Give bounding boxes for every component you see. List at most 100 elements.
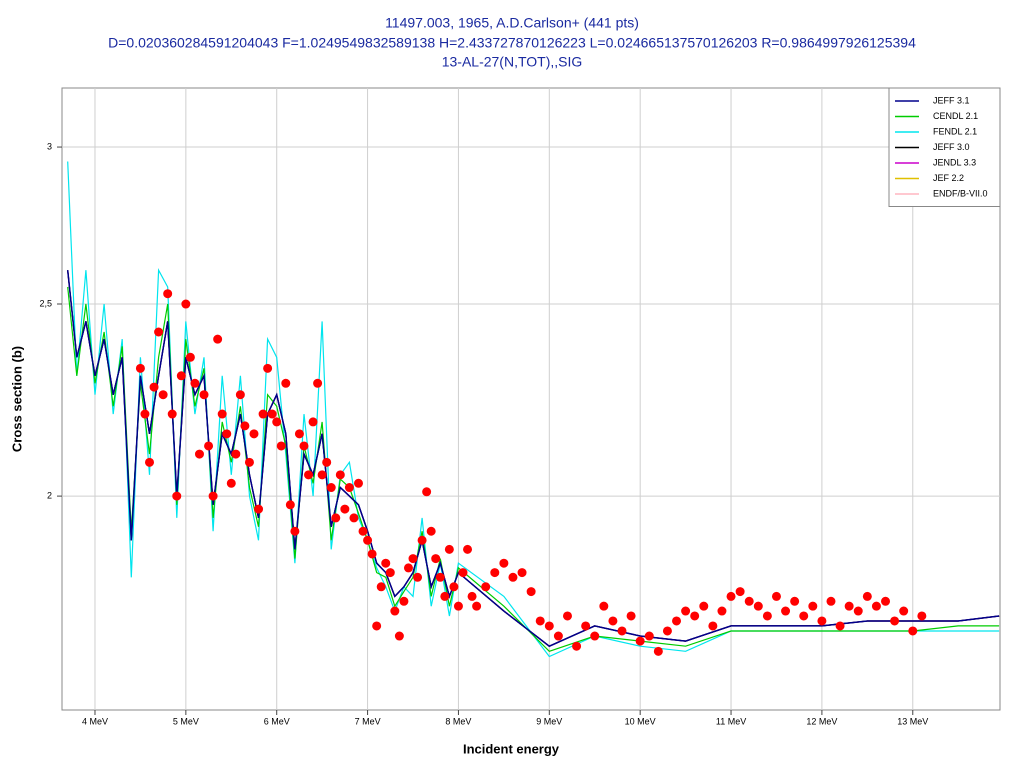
- chart-subtitle: D=0.020360284591204043 F=1.0249549832589…: [108, 35, 916, 51]
- x-tick-label: 13 MeV: [897, 716, 928, 726]
- data-point: [313, 378, 323, 388]
- data-point: [244, 457, 254, 467]
- data-point: [890, 616, 900, 626]
- data-point: [213, 334, 223, 344]
- plot-area: [61, 87, 1001, 711]
- data-point: [453, 601, 463, 611]
- data-point: [222, 429, 232, 439]
- data-point: [254, 504, 264, 514]
- data-point: [871, 601, 881, 611]
- data-point: [417, 535, 427, 545]
- data-point: [481, 582, 491, 592]
- data-point: [267, 409, 277, 419]
- x-axis-label: Incident energy: [463, 741, 560, 756]
- data-point: [590, 631, 600, 641]
- data-point: [217, 409, 227, 419]
- data-point: [367, 549, 377, 559]
- data-point: [145, 457, 155, 467]
- data-point: [708, 621, 718, 631]
- data-point: [431, 554, 441, 564]
- data-point: [544, 621, 554, 631]
- x-tick-label: 6 MeV: [264, 716, 290, 726]
- data-point: [299, 441, 309, 451]
- data-point: [317, 470, 327, 480]
- data-point: [172, 491, 182, 501]
- data-point: [199, 390, 209, 400]
- data-point: [135, 363, 145, 373]
- data-point: [744, 596, 754, 606]
- y-tick-label: 2: [47, 490, 52, 500]
- x-tick-label: 11 MeV: [716, 716, 746, 726]
- x-tick-label: 7 MeV: [355, 716, 381, 726]
- data-point: [435, 572, 445, 582]
- data-point: [349, 513, 359, 523]
- data-point: [644, 631, 654, 641]
- data-point: [808, 601, 818, 611]
- data-point: [426, 526, 436, 536]
- data-point: [208, 491, 218, 501]
- data-point: [781, 606, 791, 616]
- data-point: [508, 572, 518, 582]
- data-point: [240, 421, 250, 431]
- data-point: [662, 626, 672, 636]
- legend-label: JENDL 3.3: [933, 157, 976, 167]
- data-point: [599, 601, 609, 611]
- data-point: [881, 596, 891, 606]
- data-point: [790, 596, 800, 606]
- data-point: [385, 568, 395, 578]
- data-point: [717, 606, 727, 616]
- data-point: [553, 631, 563, 641]
- data-point: [263, 363, 273, 373]
- data-point: [344, 483, 354, 493]
- data-point: [835, 621, 845, 631]
- data-point: [163, 289, 173, 299]
- data-point: [572, 641, 582, 651]
- data-point: [490, 568, 500, 578]
- data-point: [381, 558, 391, 568]
- data-point: [204, 441, 214, 451]
- y-tick-label: 2,5: [39, 298, 52, 308]
- data-point: [376, 582, 386, 592]
- data-point: [458, 568, 468, 578]
- data-point: [699, 601, 709, 611]
- data-point: [363, 535, 373, 545]
- data-point: [322, 457, 332, 467]
- data-point: [771, 591, 781, 601]
- data-point: [562, 611, 572, 621]
- data-point: [626, 611, 636, 621]
- data-point: [358, 526, 368, 536]
- data-point: [690, 611, 700, 621]
- data-point: [290, 526, 300, 536]
- legend-label: JEFF 3.0: [933, 142, 970, 152]
- data-point: [372, 621, 382, 631]
- data-point: [181, 299, 191, 309]
- data-point: [535, 616, 545, 626]
- data-point: [444, 544, 454, 554]
- x-tick-label: 10 MeV: [625, 716, 656, 726]
- chart-title: 11497.003, 1965, A.D.Carlson+ (441 pts): [385, 15, 639, 31]
- data-point: [281, 378, 291, 388]
- data-point: [154, 327, 164, 337]
- data-point: [190, 378, 200, 388]
- legend-label: JEFF 3.1: [933, 95, 970, 105]
- y-tick-label: 3: [47, 141, 52, 151]
- data-point: [472, 601, 482, 611]
- data-point: [762, 611, 772, 621]
- data-point: [304, 470, 314, 480]
- data-point: [167, 409, 177, 419]
- data-point: [394, 631, 404, 641]
- data-point: [176, 371, 186, 381]
- y-axis-label: Cross section (b): [9, 346, 24, 452]
- data-point: [231, 449, 241, 459]
- data-point: [194, 449, 204, 459]
- data-point: [844, 601, 854, 611]
- data-point: [340, 504, 350, 514]
- data-point: [917, 611, 927, 621]
- x-tick-label: 5 MeV: [173, 716, 199, 726]
- legend: JEFF 3.1 CENDL 2.1 FENDL 2.1 JEFF 3.0 JENDL …: [888, 87, 1001, 207]
- data-point: [681, 606, 691, 616]
- data-point: [653, 646, 663, 656]
- data-point: [672, 616, 682, 626]
- data-point: [413, 572, 423, 582]
